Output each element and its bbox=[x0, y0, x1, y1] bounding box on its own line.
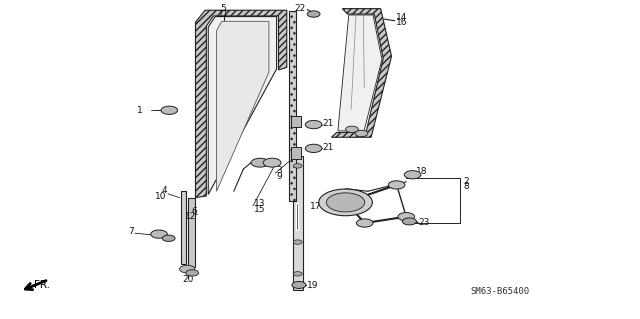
Circle shape bbox=[319, 189, 372, 216]
Text: 2: 2 bbox=[464, 177, 469, 186]
Polygon shape bbox=[180, 191, 186, 264]
Circle shape bbox=[263, 158, 281, 167]
Circle shape bbox=[163, 235, 175, 241]
Polygon shape bbox=[195, 10, 287, 197]
Circle shape bbox=[305, 121, 322, 129]
Circle shape bbox=[326, 193, 365, 212]
Circle shape bbox=[388, 181, 405, 189]
Text: 15: 15 bbox=[254, 204, 266, 213]
Text: 23: 23 bbox=[419, 218, 429, 227]
Circle shape bbox=[307, 11, 320, 17]
Text: 6: 6 bbox=[191, 207, 196, 216]
Text: 8: 8 bbox=[464, 182, 469, 191]
Circle shape bbox=[251, 158, 269, 167]
Circle shape bbox=[293, 240, 302, 244]
Text: 4: 4 bbox=[161, 186, 167, 195]
Polygon shape bbox=[291, 116, 301, 127]
Polygon shape bbox=[293, 156, 303, 290]
Text: 21: 21 bbox=[323, 143, 334, 152]
Circle shape bbox=[403, 218, 417, 225]
Polygon shape bbox=[289, 11, 296, 201]
Polygon shape bbox=[291, 147, 301, 159]
Text: 3: 3 bbox=[276, 166, 282, 175]
Text: 19: 19 bbox=[307, 281, 319, 290]
Circle shape bbox=[293, 271, 302, 276]
Circle shape bbox=[179, 265, 195, 273]
Text: 10: 10 bbox=[156, 192, 167, 201]
Circle shape bbox=[346, 126, 358, 132]
Text: 21: 21 bbox=[323, 119, 334, 129]
Text: 11: 11 bbox=[218, 10, 229, 19]
Text: FR.: FR. bbox=[34, 280, 50, 290]
Polygon shape bbox=[216, 21, 269, 191]
Text: 13: 13 bbox=[254, 199, 266, 208]
Polygon shape bbox=[188, 197, 195, 268]
Text: 22: 22 bbox=[294, 4, 305, 13]
Circle shape bbox=[292, 281, 306, 288]
Text: 1: 1 bbox=[137, 106, 143, 115]
Polygon shape bbox=[332, 9, 392, 137]
Polygon shape bbox=[208, 17, 276, 195]
Text: 16: 16 bbox=[396, 19, 408, 27]
Circle shape bbox=[293, 164, 302, 168]
Circle shape bbox=[305, 144, 322, 152]
Circle shape bbox=[161, 106, 177, 115]
Circle shape bbox=[355, 130, 368, 137]
Text: 5: 5 bbox=[221, 4, 227, 13]
Polygon shape bbox=[338, 15, 382, 131]
Circle shape bbox=[356, 219, 373, 227]
Text: 14: 14 bbox=[396, 13, 408, 22]
Text: 20: 20 bbox=[182, 275, 193, 284]
Text: SM63-B65400: SM63-B65400 bbox=[470, 287, 529, 296]
Text: 18: 18 bbox=[416, 167, 428, 176]
Text: 9: 9 bbox=[276, 172, 282, 181]
Circle shape bbox=[404, 171, 421, 179]
Text: 12: 12 bbox=[186, 212, 196, 221]
Text: 7: 7 bbox=[128, 227, 134, 236]
Circle shape bbox=[186, 270, 198, 276]
Circle shape bbox=[398, 212, 415, 221]
Text: 17: 17 bbox=[310, 202, 321, 211]
Circle shape bbox=[151, 230, 168, 238]
